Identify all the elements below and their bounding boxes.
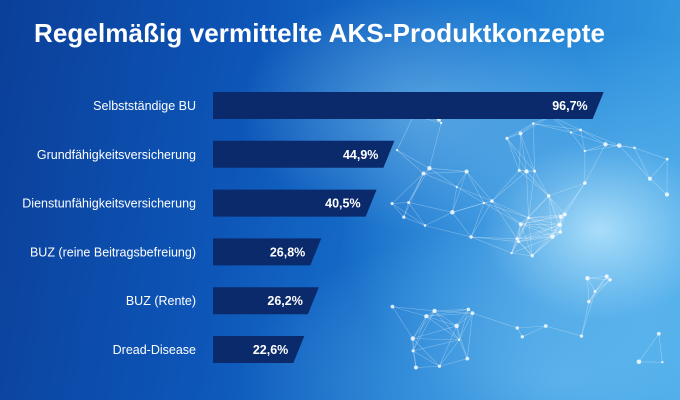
category-label: Dienstunfähigkeitsversicherung: [22, 197, 196, 211]
bar: [213, 140, 395, 168]
network-lines: [390, 108, 670, 370]
category-label: Selbstständige BU: [93, 99, 196, 113]
value-label: 44,9%: [343, 148, 378, 162]
bar: [213, 287, 319, 315]
bars-group: Selbstständige BU 96,7% Grundfähigkeitsver…: [22, 92, 604, 363]
bar: [213, 189, 377, 217]
chart-title: Regelmäßig vermittelte AKS-Produktkonzep…: [34, 18, 606, 48]
value-label: 96,7%: [552, 99, 587, 113]
category-label: Grundfähigkeitsversicherung: [37, 148, 196, 162]
value-label: 26,8%: [270, 245, 305, 259]
bar: [213, 92, 604, 119]
category-label: BUZ (Rente): [126, 294, 196, 308]
category-label: BUZ (reine Beitragsbefreiung): [30, 245, 196, 259]
category-label: Dread-Disease: [113, 343, 196, 357]
bar: [213, 336, 305, 363]
bar: [213, 238, 322, 266]
value-label: 22,6%: [253, 343, 288, 357]
value-label: 40,5%: [325, 197, 360, 211]
value-label: 26,2%: [267, 294, 302, 308]
